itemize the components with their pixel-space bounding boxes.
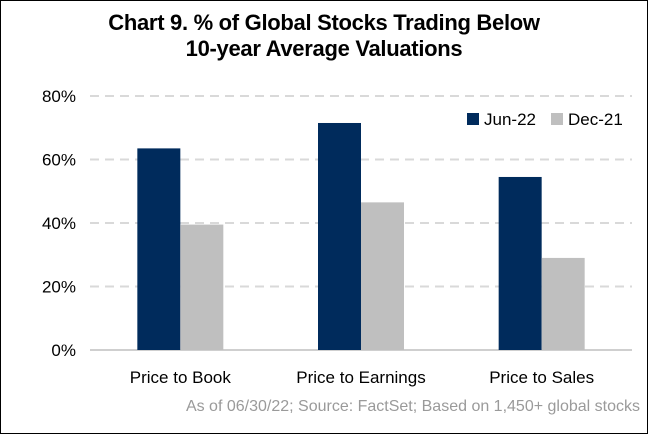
chart-title: Chart 9. % of Global Stocks Trading Belo…: [0, 10, 648, 62]
y-tick-label: 0%: [51, 341, 76, 360]
x-tick-label: Price to Earnings: [296, 368, 425, 387]
chart-title-line-2: 10-year Average Valuations: [185, 36, 463, 61]
bar-jun-22-2: [498, 176, 542, 350]
x-tick-label: Price to Sales: [489, 368, 594, 387]
bar-jun-22-0: [137, 148, 181, 350]
y-tick-label: 20%: [42, 278, 76, 297]
x-tick-label: Price to Book: [130, 368, 232, 387]
bar-dec-21-0: [180, 224, 224, 350]
legend-label: Dec-21: [568, 110, 623, 129]
legend-label: Jun-22: [484, 110, 536, 129]
bar-dec-21-1: [361, 202, 404, 350]
y-tick-label: 40%: [42, 214, 76, 233]
chart-title-line-1: Chart 9. % of Global Stocks Trading Belo…: [108, 10, 540, 35]
y-tick-label: 60%: [42, 151, 76, 170]
y-tick-label: 80%: [42, 87, 76, 106]
legend-swatch-jun-22: [467, 113, 479, 125]
bar-dec-21-2: [541, 257, 585, 350]
legend-swatch-dec-21: [551, 113, 563, 125]
bar-jun-22-1: [318, 122, 361, 350]
source-note: As of 06/30/22; Source: FactSet; Based o…: [185, 398, 640, 415]
